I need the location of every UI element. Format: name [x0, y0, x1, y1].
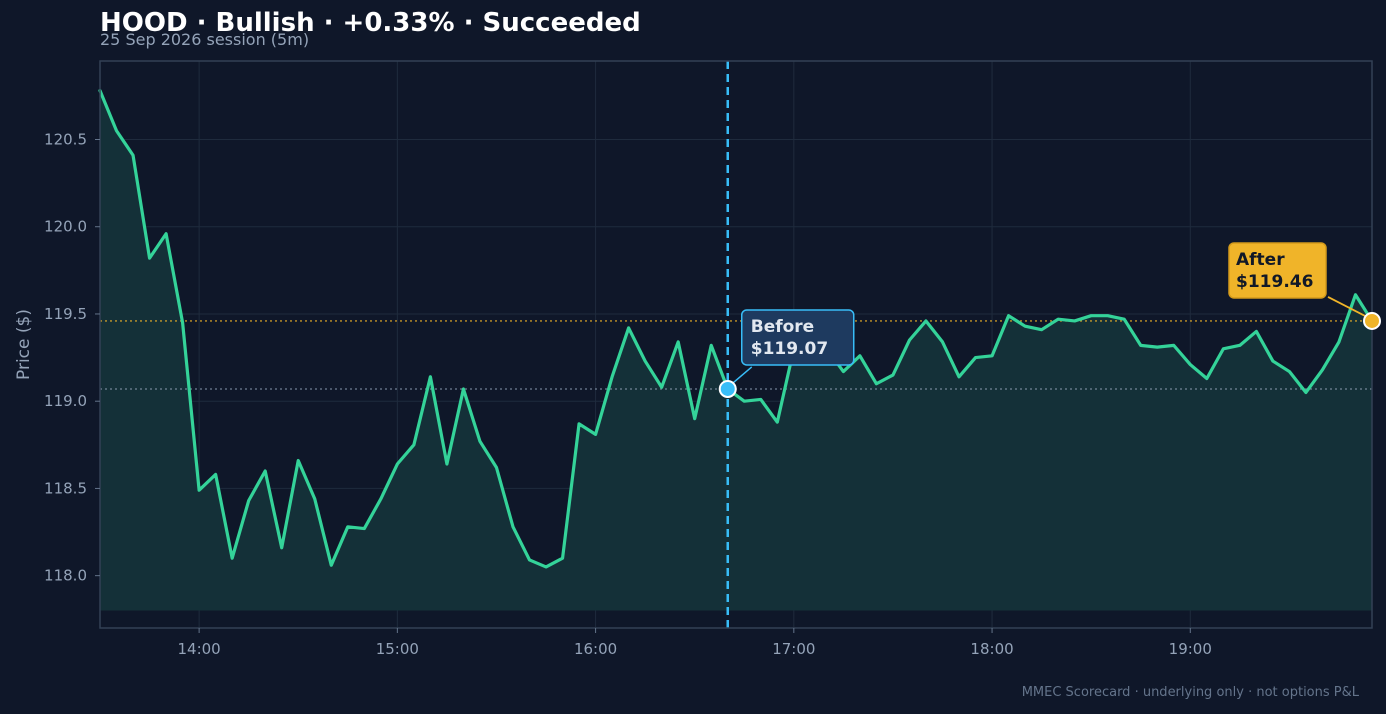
after-label: After: [1236, 250, 1285, 270]
y-tick-label: 118.0: [44, 567, 87, 585]
plot-frame: [99, 60, 1373, 629]
after-callout: [1228, 242, 1327, 299]
footer-note: MMEC Scorecard · underlying only · not o…: [1021, 685, 1359, 700]
series-line: [98, 89, 1374, 569]
chart-subtitle: 25 Sep 2026 session (5m): [100, 30, 310, 49]
price-area: [100, 90, 1372, 611]
x-tick-label: 17:00: [772, 640, 815, 658]
x-tick-label: 16:00: [574, 640, 617, 658]
x-tick-label: 19:00: [1169, 640, 1212, 658]
y-tick-label: 120.0: [44, 218, 87, 236]
y-tick-label: 118.5: [44, 479, 87, 497]
before-label: Before: [751, 317, 814, 337]
plot-border: [99, 60, 1373, 629]
series-area-fill: [100, 90, 1372, 611]
x-tick-label: 18:00: [970, 640, 1013, 658]
y-axis-label: Price ($): [14, 309, 34, 380]
x-tick-label: 15:00: [376, 640, 419, 658]
before-value: $119.07: [751, 339, 828, 359]
y-tick-label: 119.0: [44, 392, 87, 410]
price-series: [98, 89, 1374, 569]
after-arrow: [1327, 296, 1368, 318]
chart-title: HOOD · Bullish · +0.33% · Succeeded: [100, 8, 641, 38]
axes: 14:00 15:00 16:00 17:00 18:00 19:00 118.0 118.5…: [14, 131, 1212, 658]
before-arrow: [731, 366, 753, 385]
y-tick-label: 120.5: [44, 131, 87, 149]
after-value: $119.46: [1236, 272, 1313, 292]
after-marker: [1363, 311, 1381, 330]
annotations: Before$119.07 After$119.46: [718, 242, 1381, 398]
x-tick-label: 14:00: [177, 640, 220, 658]
before-callout: [740, 309, 855, 366]
before-marker: [718, 379, 737, 398]
y-tick-label: 119.5: [44, 305, 87, 323]
